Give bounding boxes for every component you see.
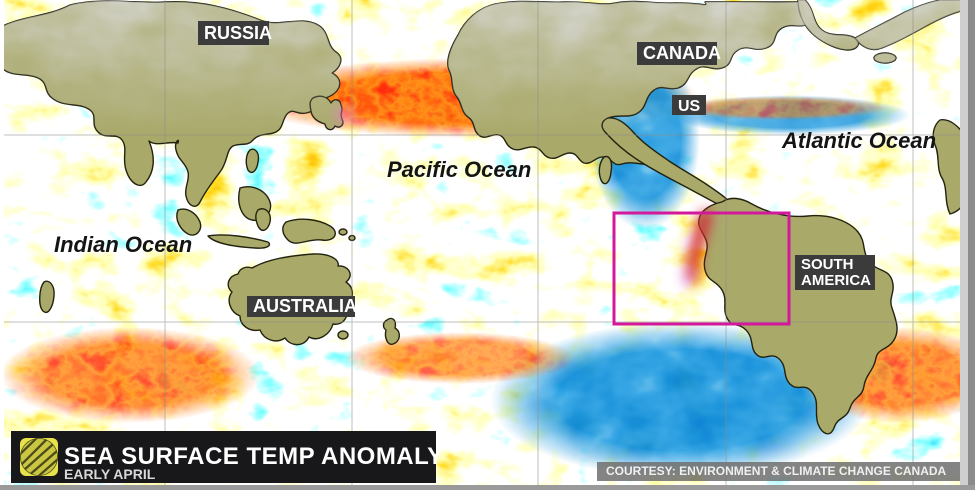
svg-text:COURTESY: ENVIRONMENT & CLIMAT: COURTESY: ENVIRONMENT & CLIMATE CHANGE C…: [606, 464, 947, 478]
svg-text:AMERICA: AMERICA: [801, 272, 871, 289]
svg-text:Pacific Ocean: Pacific Ocean: [387, 157, 531, 182]
svg-text:CANADA: CANADA: [643, 43, 721, 63]
svg-text:AUSTRALIA: AUSTRALIA: [253, 296, 357, 316]
svg-text:Atlantic Ocean: Atlantic Ocean: [781, 128, 936, 153]
svg-text:Indian Ocean: Indian Ocean: [54, 232, 192, 257]
svg-text:RUSSIA: RUSSIA: [204, 23, 272, 43]
svg-text:US: US: [678, 98, 701, 115]
svg-text:SOUTH: SOUTH: [801, 256, 854, 273]
svg-text:EARLY APRIL: EARLY APRIL: [64, 466, 156, 482]
